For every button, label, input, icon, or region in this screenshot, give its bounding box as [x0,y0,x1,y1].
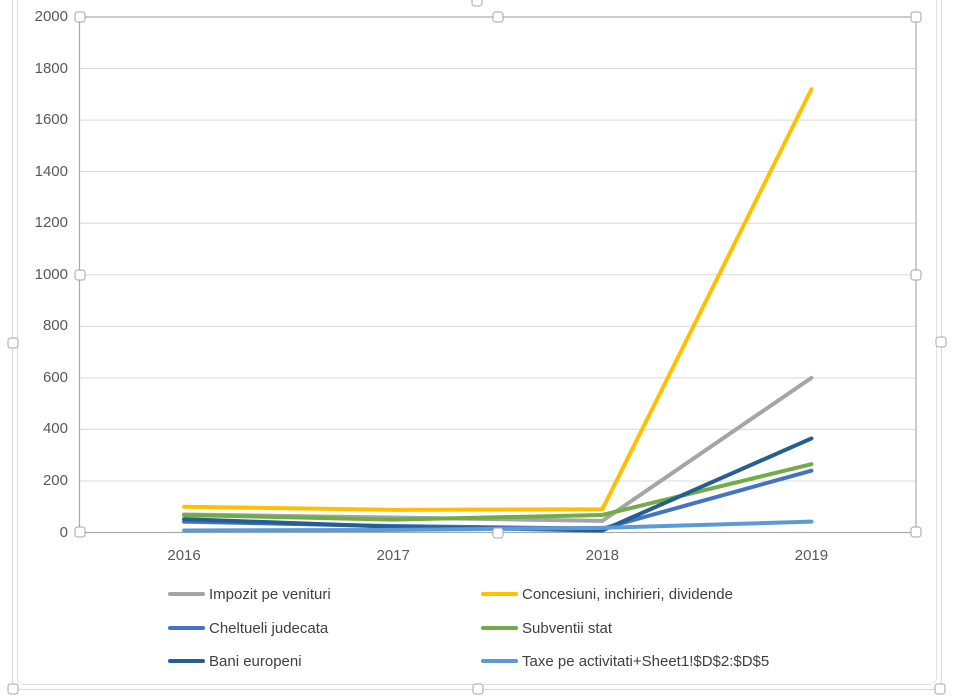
x-axis-label: 2017 [376,547,410,564]
x-axis-label: 2016 [167,547,201,564]
selection-handle[interactable] [74,526,85,538]
selection-handle[interactable] [472,683,484,695]
y-axis-label: 0 [59,523,68,541]
legend-label: Impozit pe venituri [209,585,331,603]
y-axis-label: 1600 [34,111,68,129]
legend-label: Concesiuni, inchirieri, dividende [522,585,733,603]
selection-handle[interactable] [910,11,922,23]
legend-line-marker-icon [481,626,518,630]
legend-item-impozit[interactable]: Impozit pe venituri [168,584,331,604]
y-axis-label: 600 [42,368,68,386]
x-axis-label: 2019 [794,547,829,564]
selection-handle[interactable] [935,336,947,348]
x-axis-label: 2018 [585,547,619,564]
selection-handle[interactable] [492,11,504,23]
y-axis-label: 1000 [34,265,68,283]
legend-label: Subventii stat [522,619,613,637]
y-axis-label: 1200 [34,214,68,232]
y-axis-label: 400 [42,420,68,438]
series-line-2[interactable] [182,87,814,512]
legend-item-bani[interactable]: Bani europeni [168,651,302,671]
selection-handle[interactable] [492,527,504,539]
selection-handle[interactable] [7,683,19,695]
legend-line-marker-icon [481,592,518,596]
selection-handle[interactable] [910,269,922,281]
selection-handle[interactable] [471,0,483,7]
legend-label: Cheltueli judecata [209,619,329,637]
legend-line-marker-icon [168,659,205,663]
y-axis-label: 800 [42,317,68,335]
y-axis-label: 1800 [34,59,68,77]
y-axis-label: 2000 [34,8,68,25]
legend-line-marker-icon [168,626,205,630]
y-axis-label: 1400 [34,162,68,180]
series-line-4[interactable] [182,462,814,522]
legend-item-concesiuni[interactable]: Concesiuni, inchirieri, dividende [481,584,733,604]
legend-label: Bani europeni [209,652,302,670]
legend-item-subventii[interactable]: Subventii stat [481,618,612,638]
legend-item-cheltueli[interactable]: Cheltueli judecata [168,618,328,638]
legend-label: Taxe pe activitati+Sheet1!$D$2:$D$5 [522,652,770,670]
selection-handle[interactable] [934,683,946,695]
selection-handle[interactable] [74,11,85,23]
selection-handle[interactable] [7,337,19,349]
legend-item-taxe[interactable]: Taxe pe activitati+Sheet1!$D$2:$D$5 [481,651,769,671]
selection-handle[interactable] [910,526,922,538]
selection-handle[interactable] [74,269,85,281]
series-line-1[interactable] [182,375,814,523]
legend-line-marker-icon [481,659,518,663]
y-axis-label: 200 [42,471,68,489]
legend-line-marker-icon [168,592,205,596]
